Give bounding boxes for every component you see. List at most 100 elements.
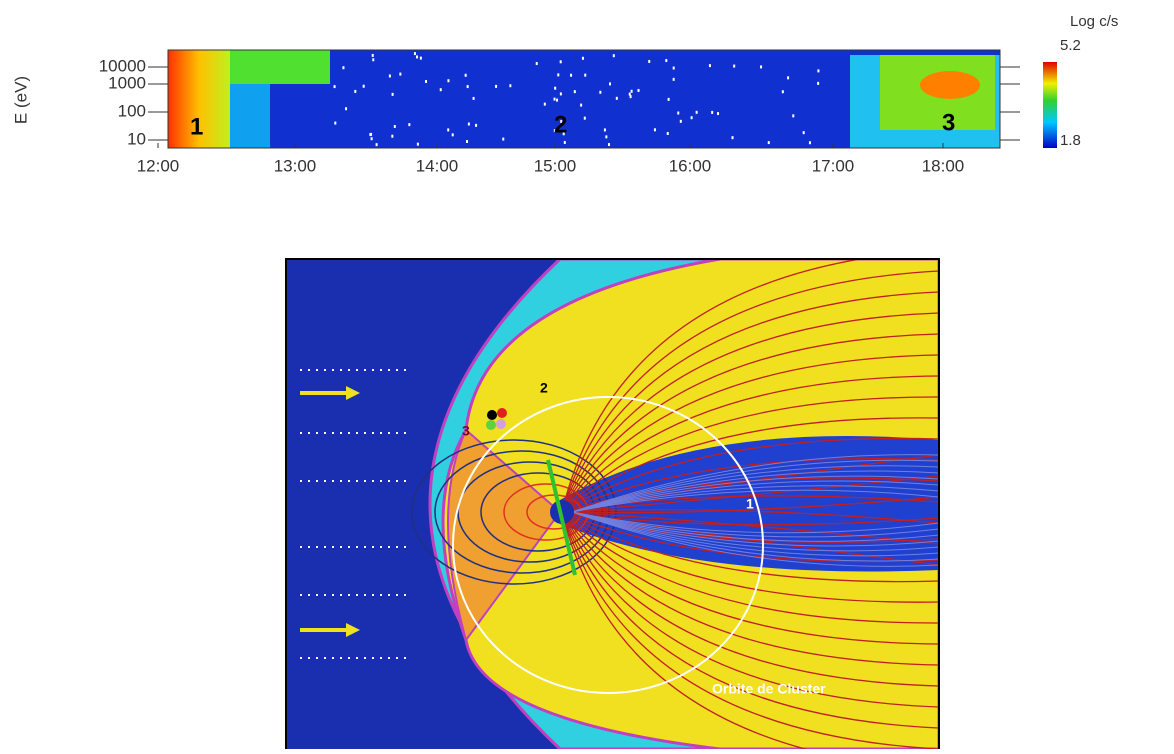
marker: 2 xyxy=(540,380,548,396)
count-dot xyxy=(653,128,656,132)
orbit-segment xyxy=(546,459,577,576)
count-dot xyxy=(665,59,668,63)
count-dot xyxy=(583,116,586,120)
count-dot xyxy=(447,79,450,83)
colorbar-title: Log c/s xyxy=(1070,13,1118,30)
count-dot xyxy=(345,107,348,111)
count-dot xyxy=(563,140,566,144)
count-dot xyxy=(605,135,608,139)
x-tick-label: 17:00 xyxy=(812,156,855,175)
spectrogram-region xyxy=(168,50,230,148)
marker: 3 xyxy=(462,423,470,439)
spectrogram-region xyxy=(230,84,270,148)
dayside-region xyxy=(447,428,562,643)
count-dot xyxy=(399,72,402,76)
field-line xyxy=(561,477,939,513)
field-line xyxy=(561,457,939,513)
count-dot xyxy=(570,73,573,77)
count-dot xyxy=(388,74,391,78)
y-axis-label: E (eV) xyxy=(11,76,30,124)
count-dot xyxy=(677,111,680,115)
count-dot xyxy=(580,103,583,107)
cluster-orbit xyxy=(452,396,764,694)
count-dot xyxy=(767,141,770,145)
count-dot xyxy=(607,143,610,147)
field-line xyxy=(561,270,939,513)
orbit-label: Orbite de Cluster xyxy=(712,681,826,697)
count-dot xyxy=(802,131,805,135)
count-dot xyxy=(717,112,720,116)
wind-arrow-head xyxy=(346,386,360,400)
y-tick-label: 10000 xyxy=(99,56,146,75)
count-dot xyxy=(495,84,498,88)
field-line xyxy=(561,511,939,687)
field-line xyxy=(571,511,939,547)
field-line xyxy=(571,459,939,513)
count-dot xyxy=(666,132,669,136)
y-tick-label: 1000 xyxy=(108,73,146,92)
count-dot xyxy=(413,52,416,56)
field-line xyxy=(561,511,939,666)
field-line xyxy=(571,470,939,513)
spectrogram-region xyxy=(920,71,980,99)
field-line xyxy=(571,454,939,513)
count-dot xyxy=(817,69,820,73)
count-dot xyxy=(690,116,693,120)
field-line xyxy=(561,511,939,624)
count-dot xyxy=(672,77,675,81)
x-tick-label: 18:00 xyxy=(922,156,965,175)
x-tick-label: 13:00 xyxy=(274,156,317,175)
field-line xyxy=(571,511,939,542)
count-dot xyxy=(342,66,345,70)
y-tick-label: 100 xyxy=(118,101,146,120)
field-line xyxy=(561,511,939,645)
y-tick-label: 10 xyxy=(127,129,146,148)
count-dot xyxy=(573,90,576,94)
count-dot xyxy=(808,141,811,145)
field-line xyxy=(434,450,610,574)
field-line xyxy=(571,465,939,513)
count-dot xyxy=(695,110,698,114)
colorbar-min: 1.8 xyxy=(1060,132,1081,149)
colorbar-max: 5.2 xyxy=(1060,37,1081,54)
count-dot xyxy=(559,92,562,96)
marker: 2 xyxy=(554,111,567,138)
count-dot xyxy=(554,86,557,90)
x-tick-label: 12:00 xyxy=(137,156,180,175)
count-dot xyxy=(439,88,442,92)
field-line xyxy=(561,354,939,513)
count-dot xyxy=(760,65,763,69)
field-line xyxy=(561,437,939,513)
colorbar xyxy=(1043,62,1057,148)
count-dot xyxy=(584,73,587,77)
field-line xyxy=(561,511,939,708)
field-line xyxy=(561,396,939,513)
field-line xyxy=(411,439,617,585)
count-dot xyxy=(475,123,478,127)
count-dot xyxy=(556,98,559,102)
count-dot xyxy=(543,102,546,106)
field-line xyxy=(561,496,939,514)
count-dot xyxy=(509,84,512,88)
count-dot xyxy=(557,73,560,77)
field-line xyxy=(571,511,939,538)
field-line xyxy=(571,511,939,552)
field-line xyxy=(561,511,939,583)
count-dot xyxy=(333,85,336,89)
count-dot xyxy=(467,122,470,126)
x-tick-label: 15:00 xyxy=(534,156,577,175)
count-dot xyxy=(464,73,467,77)
count-dot xyxy=(608,82,611,86)
count-dot xyxy=(553,97,556,101)
field-line xyxy=(561,333,939,513)
count-dot xyxy=(362,84,365,88)
count-dot xyxy=(731,136,734,140)
count-dot xyxy=(408,123,411,127)
count-dot xyxy=(781,90,784,94)
count-dot xyxy=(375,143,378,147)
field-line xyxy=(571,511,939,557)
count-dot xyxy=(628,92,631,96)
marker: 1 xyxy=(746,496,754,512)
